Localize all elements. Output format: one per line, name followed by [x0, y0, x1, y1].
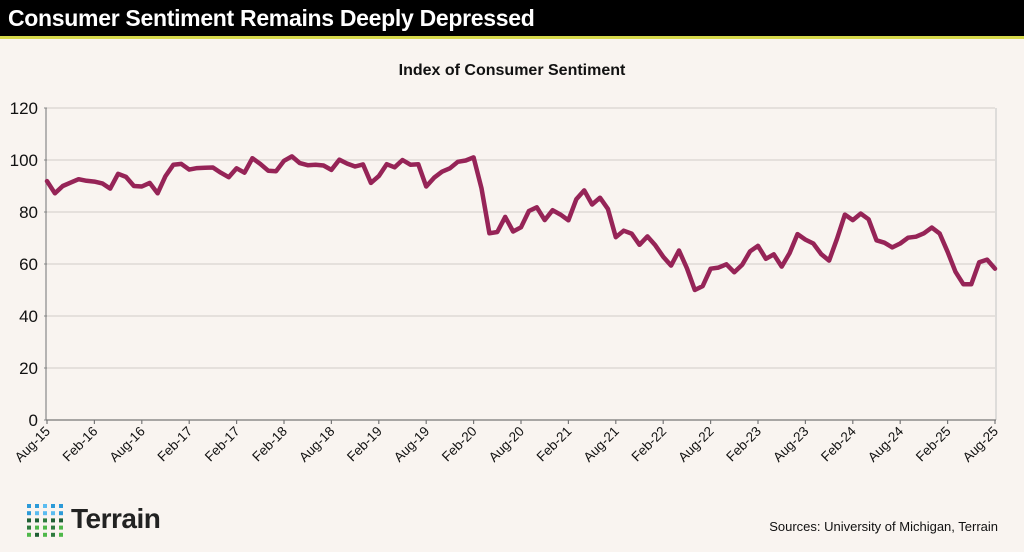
y-tick-label: 120 [10, 99, 38, 118]
terrain-logo-icon [27, 504, 63, 537]
logo-dot [35, 525, 39, 530]
logo-dot [43, 504, 47, 508]
x-tick-label: Aug-25 [960, 424, 1001, 465]
x-tick-label: Feb-17 [202, 424, 243, 465]
logo-dot [35, 518, 39, 523]
logo-dot [43, 511, 47, 516]
y-tick-label: 40 [19, 307, 38, 326]
x-tick-label: Aug-23 [770, 424, 811, 465]
x-tick-label: Aug-20 [486, 424, 527, 465]
x-tick-label: Feb-22 [628, 424, 669, 465]
y-tick-label: 0 [29, 411, 38, 430]
sentiment-series-line [44, 154, 998, 293]
y-tick-label: 80 [19, 203, 38, 222]
x-tick-label: Feb-21 [534, 424, 575, 465]
x-tick-label: Feb-19 [344, 424, 385, 465]
logo-dot [35, 532, 39, 537]
x-tick-label: Feb-24 [818, 423, 859, 464]
logo-dot [27, 532, 31, 537]
logo-dot [27, 518, 31, 523]
x-tick-label: Feb-20 [439, 424, 480, 465]
y-tick-label: 20 [19, 359, 38, 378]
title-bar: Consumer Sentiment Remains Deeply Depres… [0, 0, 1024, 39]
logo-dot [43, 525, 47, 530]
logo-dot [43, 532, 47, 537]
x-tick-label: Feb-16 [60, 424, 101, 465]
logo-dot [59, 518, 63, 523]
x-tick-label: Aug-22 [675, 424, 716, 465]
page-title: Consumer Sentiment Remains Deeply Depres… [8, 5, 535, 31]
x-tick-label: Feb-23 [723, 424, 764, 465]
logo-dot [35, 504, 39, 508]
logo-text: Terrain [71, 503, 161, 534]
x-tick-label: Aug-19 [391, 424, 432, 465]
logo-dot [51, 525, 55, 530]
logo-dot [27, 504, 31, 508]
y-tick-label: 100 [10, 151, 38, 170]
x-tick-label: Aug-18 [296, 424, 337, 465]
x-tick-label: Aug-24 [865, 423, 907, 465]
logo-dot [59, 525, 63, 530]
x-tick-label: Feb-18 [249, 424, 290, 465]
logo-dot [51, 532, 55, 537]
logo-dot [35, 511, 39, 516]
logo-dot [59, 511, 63, 516]
source-note: Sources: University of Michigan, Terrain [769, 519, 998, 534]
logo-dot [51, 518, 55, 523]
logo-dot [51, 504, 55, 508]
x-tick-label: Aug-16 [107, 424, 148, 465]
y-tick-label: 60 [19, 255, 38, 274]
chart-title: Index of Consumer Sentiment [398, 62, 626, 79]
logo-dot [27, 511, 31, 516]
x-tick-label: Aug-21 [581, 424, 622, 465]
logo-dot [59, 532, 63, 537]
logo-dot [59, 504, 63, 508]
x-tick-label: Feb-25 [913, 424, 954, 465]
logo-dot [27, 525, 31, 530]
logo-dot [51, 511, 55, 516]
x-tick-label: Feb-17 [154, 424, 195, 465]
logo-dot [43, 518, 47, 523]
